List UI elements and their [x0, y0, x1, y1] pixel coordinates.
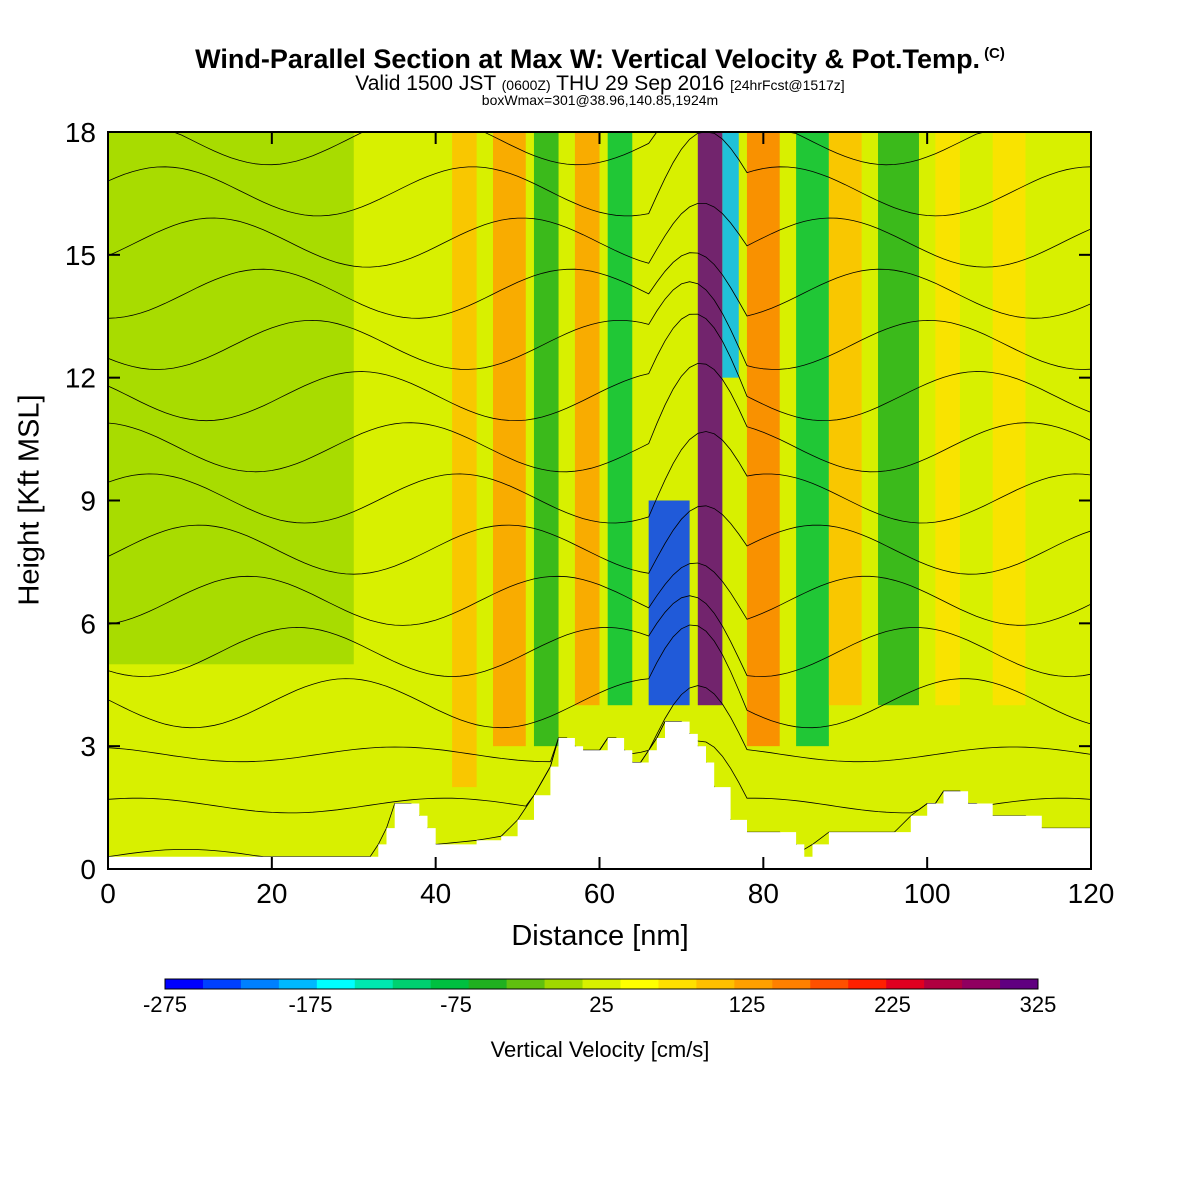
colorbar: -275 -175 -75 25 125 225 325	[143, 978, 1057, 1017]
theta-contour-26	[108, 624, 1091, 729]
axes: 0 20 40 60 80 100 120 0 3 6 9 12 15 18	[65, 117, 1115, 909]
theta-contour-40	[108, 281, 1091, 370]
w-feature-13	[992, 132, 1026, 706]
x-axis-label: Distance [nm]	[511, 920, 689, 952]
y-tick-label: 0	[80, 854, 96, 885]
theta-contour-38	[108, 313, 1091, 422]
theta-contour-28	[108, 595, 1091, 678]
colorbar-label: Vertical Velocity [cm/s]	[490, 1037, 710, 1062]
w-feature-12	[935, 132, 960, 706]
w-feature-5	[648, 500, 690, 706]
colorbar-swatch	[165, 979, 204, 989]
colorbar-swatch	[772, 979, 811, 989]
y-tick-label: 12	[65, 363, 96, 394]
chart-subtitle: Valid 1500 JST (0600Z) THU 29 Sep 2016 […	[0, 72, 1200, 96]
w-feature-0	[452, 132, 477, 788]
w-feature-11	[878, 132, 919, 706]
terrain-profile	[108, 721, 1091, 869]
colorbar-frame	[164, 978, 1039, 990]
colorbar-swatch	[696, 979, 735, 989]
x-tick-label: 120	[1068, 878, 1115, 909]
w-feature-4	[607, 132, 633, 706]
colorbar-swatch	[810, 979, 849, 989]
w-feature-8	[746, 132, 780, 747]
colorbar-swatch	[848, 979, 887, 989]
colorbar-swatch	[544, 979, 584, 989]
x-tick-label: 40	[420, 878, 451, 909]
valid-date: THU 29 Sep 2016	[556, 72, 725, 95]
x-tick-label: 20	[256, 878, 287, 909]
vertical-velocity-field	[108, 132, 1091, 869]
x-tick-label: 60	[584, 878, 615, 909]
colorbar-swatch	[354, 979, 394, 989]
w-feature-6	[697, 132, 723, 706]
x-tick-label: 0	[100, 878, 116, 909]
valid-utc: (0600Z)	[501, 77, 551, 93]
chart-title: Wind-Parallel Section at Max W: Vertical…	[195, 44, 1005, 74]
w-feature-7	[722, 132, 739, 378]
colorbar-tick-label: 325	[1020, 992, 1057, 1017]
colorbar-swatch	[392, 979, 432, 989]
y-tick-label: 15	[65, 240, 96, 271]
w-feature-2	[533, 132, 559, 747]
w-feature-9	[796, 132, 829, 747]
forecast-hour: [24hrFcst@1517z]	[730, 77, 845, 93]
theta-contour-32	[108, 505, 1091, 575]
copyright-mark: (C)	[984, 45, 1005, 62]
colorbar-swatch	[582, 979, 621, 989]
theta-contour-34	[108, 431, 1091, 524]
colorbar-swatch	[886, 979, 925, 989]
colorbar-swatch	[316, 979, 356, 989]
terrain-mask	[108, 721, 1091, 869]
y-axis-label: Height [Kft MSL]	[13, 394, 46, 606]
w-feature-1	[493, 132, 526, 747]
y-tick-label: 18	[65, 117, 96, 148]
y-tick-label: 9	[80, 486, 96, 517]
colorbar-tick-label: 125	[729, 992, 766, 1017]
colorbar-swatch	[620, 979, 659, 989]
box-max-info: boxWmax=301@38.96,140.85,1924m	[481, 92, 719, 108]
colorbar-tick-label: 225	[874, 992, 911, 1017]
colorbar-tick-label: -75	[440, 992, 472, 1017]
theta-contour-44	[108, 203, 1091, 268]
w-feature-3	[574, 132, 600, 706]
x-tick-label: 80	[748, 878, 779, 909]
colorbar-swatch	[202, 979, 242, 989]
x-tick-label: 100	[904, 878, 951, 909]
theta-contour-42	[108, 252, 1091, 319]
colorbar-tick-label: 25	[589, 992, 613, 1017]
colorbar-swatch	[240, 979, 280, 989]
y-tick-label: 6	[80, 608, 96, 639]
colorbar-swatch	[962, 979, 1001, 989]
y-tick-label: 3	[80, 731, 96, 762]
colorbar-swatch	[658, 979, 697, 989]
valid-time: Valid 1500 JST	[355, 72, 496, 95]
colorbar-swatch	[468, 979, 508, 989]
theta-contour-36	[108, 362, 1091, 473]
colorbar-tick-label: -175	[288, 992, 332, 1017]
theta-contour-46	[108, 132, 1091, 217]
colorbar-tick-label: -275	[143, 992, 187, 1017]
colorbar-swatch	[430, 979, 470, 989]
colorbar-swatch	[1000, 979, 1039, 989]
colorbar-swatch	[506, 979, 546, 989]
theta-contour-30	[108, 562, 1091, 626]
colorbar-swatch	[924, 979, 963, 989]
w-feature-14	[108, 132, 354, 665]
colorbar-swatch	[734, 979, 773, 989]
colorbar-swatch	[278, 979, 318, 989]
theta-contour-48	[108, 132, 1091, 166]
